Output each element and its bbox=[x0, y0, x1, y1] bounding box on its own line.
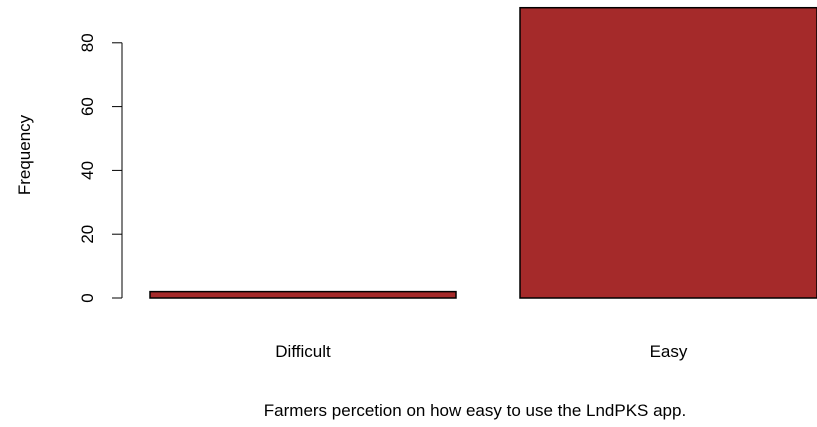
y-tick-label: 40 bbox=[78, 161, 97, 180]
y-tick-label: 20 bbox=[78, 225, 97, 244]
category-label: Easy bbox=[650, 342, 688, 361]
category-label: Difficult bbox=[275, 342, 331, 361]
y-axis-label: Frequency bbox=[15, 114, 34, 195]
category-labels: Difficult Easy bbox=[275, 342, 688, 361]
y-tick-label: 0 bbox=[78, 293, 97, 302]
y-axis: 0 20 40 60 80 bbox=[78, 33, 123, 303]
bar-easy bbox=[519, 6, 817, 299]
bar-difficult bbox=[149, 290, 457, 299]
y-tick-label: 60 bbox=[78, 97, 97, 116]
bars bbox=[149, 6, 817, 299]
y-tick-label: 80 bbox=[78, 33, 97, 52]
x-axis-label: Farmers percetion on how easy to use the… bbox=[264, 401, 686, 420]
